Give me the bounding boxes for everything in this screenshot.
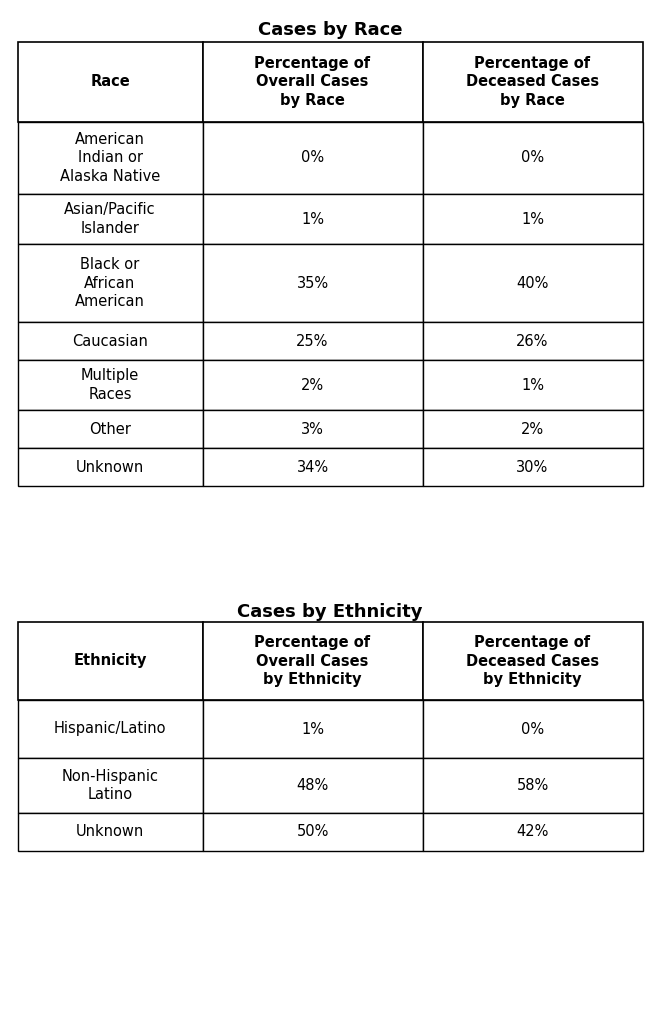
Text: Percentage of
Deceased Cases
by Ethnicity: Percentage of Deceased Cases by Ethnicit… (466, 635, 599, 687)
Text: 1%: 1% (521, 212, 544, 226)
Text: 35%: 35% (296, 275, 329, 291)
Bar (18, 449, 203, 486)
Text: Other: Other (89, 422, 131, 436)
Bar (203, 244, 422, 322)
Bar (18, 813, 203, 851)
Text: Multiple
Races: Multiple Races (81, 369, 139, 401)
Bar (422, 410, 642, 449)
Text: 0%: 0% (521, 722, 544, 736)
Bar (18, 244, 203, 322)
Text: 2%: 2% (301, 378, 324, 392)
Text: Percentage of
Deceased Cases
by Race: Percentage of Deceased Cases by Race (466, 56, 599, 109)
Text: Black or
African
American: Black or African American (75, 257, 145, 309)
Bar (18, 622, 203, 700)
Bar (18, 700, 203, 758)
Bar (422, 758, 642, 813)
Bar (422, 194, 642, 244)
Bar (203, 194, 422, 244)
Text: Unknown: Unknown (76, 460, 144, 474)
Text: Cases by Ethnicity: Cases by Ethnicity (237, 603, 423, 621)
Text: 40%: 40% (516, 275, 548, 291)
Text: 42%: 42% (516, 824, 548, 840)
Bar (422, 244, 642, 322)
Text: Caucasian: Caucasian (72, 334, 148, 348)
Bar (18, 410, 203, 449)
Bar (18, 758, 203, 813)
Bar (422, 322, 642, 360)
Text: 48%: 48% (296, 778, 329, 793)
Text: 1%: 1% (521, 378, 544, 392)
Text: Non-Hispanic
Latino: Non-Hispanic Latino (61, 769, 158, 802)
Text: 3%: 3% (301, 422, 324, 436)
Bar (18, 322, 203, 360)
Text: Hispanic/Latino: Hispanic/Latino (53, 722, 166, 736)
Text: 1%: 1% (301, 212, 324, 226)
Bar (422, 622, 642, 700)
Text: 26%: 26% (516, 334, 548, 348)
Bar (422, 42, 642, 122)
Bar (203, 360, 422, 410)
Text: Percentage of
Overall Cases
by Ethnicity: Percentage of Overall Cases by Ethnicity (255, 635, 370, 687)
Text: Unknown: Unknown (76, 824, 144, 840)
Bar (422, 360, 642, 410)
Text: Asian/Pacific
Islander: Asian/Pacific Islander (64, 202, 156, 236)
Bar (18, 122, 203, 194)
Text: 0%: 0% (301, 151, 324, 166)
Bar (203, 758, 422, 813)
Text: 50%: 50% (296, 824, 329, 840)
Bar (18, 360, 203, 410)
Bar (18, 194, 203, 244)
Text: Ethnicity: Ethnicity (73, 653, 147, 669)
Bar (422, 122, 642, 194)
Text: 25%: 25% (296, 334, 329, 348)
Bar (203, 42, 422, 122)
Bar (203, 700, 422, 758)
Bar (422, 449, 642, 486)
Bar (203, 410, 422, 449)
Text: 2%: 2% (521, 422, 544, 436)
Bar (422, 813, 642, 851)
Bar (203, 449, 422, 486)
Text: 34%: 34% (296, 460, 329, 474)
Text: 58%: 58% (516, 778, 548, 793)
Bar (203, 813, 422, 851)
Text: 1%: 1% (301, 722, 324, 736)
Text: American
Indian or
Alaska Native: American Indian or Alaska Native (60, 132, 160, 184)
Bar (203, 322, 422, 360)
Text: 0%: 0% (521, 151, 544, 166)
Bar (203, 622, 422, 700)
Text: Race: Race (90, 75, 130, 89)
Text: Percentage of
Overall Cases
by Race: Percentage of Overall Cases by Race (255, 56, 370, 109)
Text: 30%: 30% (516, 460, 548, 474)
Bar (18, 42, 203, 122)
Bar (203, 122, 422, 194)
Bar (422, 700, 642, 758)
Text: Cases by Race: Cases by Race (258, 22, 402, 39)
